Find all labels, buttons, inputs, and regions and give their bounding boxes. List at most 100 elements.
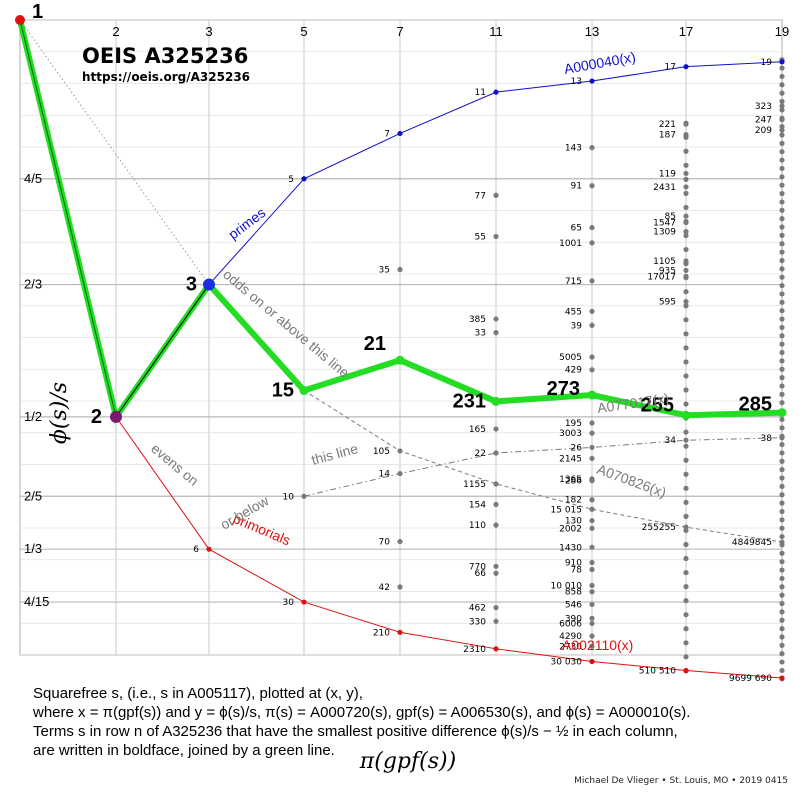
column-dot — [683, 429, 689, 435]
data-point — [779, 117, 785, 123]
column-dot — [779, 216, 785, 222]
data-point — [493, 501, 499, 508]
point-label: 130 — [565, 517, 582, 527]
data-point — [683, 258, 689, 264]
primorial-label: 510 510 — [639, 666, 676, 676]
a070826-point — [589, 506, 595, 512]
primorial-point — [779, 675, 785, 681]
data-point — [589, 518, 595, 524]
point-label: 165 — [469, 425, 486, 435]
column-dot — [779, 584, 785, 590]
column-dot — [779, 642, 785, 648]
x-axis-label: π(gpf(s)) — [359, 749, 456, 774]
prime-point — [779, 59, 785, 65]
a077017-line — [303, 437, 783, 497]
caption-line-4: are written in boldface, joined by a gre… — [33, 742, 335, 759]
column-dot — [683, 612, 689, 618]
column-dot — [779, 98, 785, 105]
point-label: 455 — [565, 307, 582, 317]
column-dot — [779, 492, 785, 498]
y-tick-label: 1/2 — [24, 409, 42, 424]
column-dot — [779, 266, 785, 272]
point-label: 715 — [565, 277, 582, 287]
caption-line-1: Squarefree s, (i.e., s in A005117), plot… — [33, 685, 363, 702]
x-tick-label: 3 — [205, 24, 212, 39]
column-dot — [683, 598, 689, 604]
column-dot — [779, 308, 785, 314]
prime-point — [397, 130, 403, 137]
column-dot — [779, 73, 785, 80]
x-tick-label: 17 — [679, 24, 693, 39]
point-label: 70 — [379, 538, 391, 548]
data-point — [493, 316, 499, 322]
chart-ticks: 2 3 5 7 11 13 17 194/52/31/22/51/34/15 — [24, 24, 789, 609]
bold-term-point — [587, 390, 597, 400]
data-point — [493, 563, 499, 569]
data-point — [683, 132, 689, 138]
data-point — [589, 278, 595, 284]
column-dot — [683, 303, 689, 309]
column-dot — [779, 299, 785, 305]
point-label: 2730 — [559, 642, 582, 652]
point-label: 85 — [665, 212, 676, 222]
column-dot — [779, 282, 785, 289]
a070826-point — [397, 448, 403, 454]
caption-line-2: where x = π(gpf(s)) and y = ϕ(s)/s, π(s)… — [33, 704, 691, 721]
column-dot — [779, 241, 785, 247]
bold-term-label: 273 — [547, 378, 580, 400]
data-point — [589, 322, 595, 328]
column-dot — [779, 391, 785, 397]
column-dot — [779, 132, 785, 138]
chart-title: OEIS A325236 — [82, 44, 249, 68]
column-dot — [683, 190, 689, 197]
a077017-label: 10 — [283, 492, 295, 502]
prime-point — [301, 176, 307, 182]
column-dot — [683, 471, 689, 477]
data-point — [589, 240, 595, 246]
data-point — [589, 308, 595, 314]
data-point — [683, 213, 689, 219]
column-dot — [779, 550, 785, 556]
point-label: 17017 — [647, 272, 676, 282]
x-tick-label: 13 — [585, 24, 599, 39]
column-dot — [683, 317, 689, 323]
bold-term-label: 2 — [91, 406, 102, 428]
data-point — [493, 522, 499, 528]
primorial-label: 9699 690 — [729, 674, 772, 684]
column-dot — [683, 513, 689, 519]
data-point — [493, 330, 499, 336]
column-dot — [779, 559, 785, 565]
column-dot — [779, 366, 785, 372]
column-dot — [779, 257, 785, 264]
data-point — [589, 620, 595, 627]
column-dot — [779, 441, 785, 448]
column-dot — [683, 204, 689, 211]
column-dot — [779, 157, 785, 163]
point-label: 390 — [565, 614, 582, 624]
point-label: 66 — [475, 569, 487, 579]
point-label: 935 — [659, 266, 676, 276]
primorial-label: 6 — [193, 545, 199, 555]
point-label: 119 — [659, 169, 676, 179]
primorial-point — [683, 667, 689, 674]
column-dot — [779, 609, 785, 615]
a070826-label: 105 — [373, 447, 390, 457]
prime-label: 11 — [475, 88, 486, 98]
column-dot — [779, 199, 785, 205]
data-point — [589, 145, 595, 151]
column-dot — [779, 232, 785, 238]
column-dot — [779, 291, 785, 297]
column-dot — [683, 457, 689, 463]
column-dot — [683, 485, 689, 491]
column-dot — [683, 640, 689, 646]
point-label: 1001 — [559, 239, 582, 249]
data-point — [683, 184, 689, 190]
data-point — [683, 267, 689, 274]
bold-term-point — [681, 410, 691, 420]
column-dot — [779, 249, 785, 255]
data-point — [589, 566, 595, 573]
column-dot — [779, 324, 785, 331]
a002110-annotation: A002110(x) — [562, 637, 633, 653]
point-label: 2002 — [559, 524, 582, 534]
